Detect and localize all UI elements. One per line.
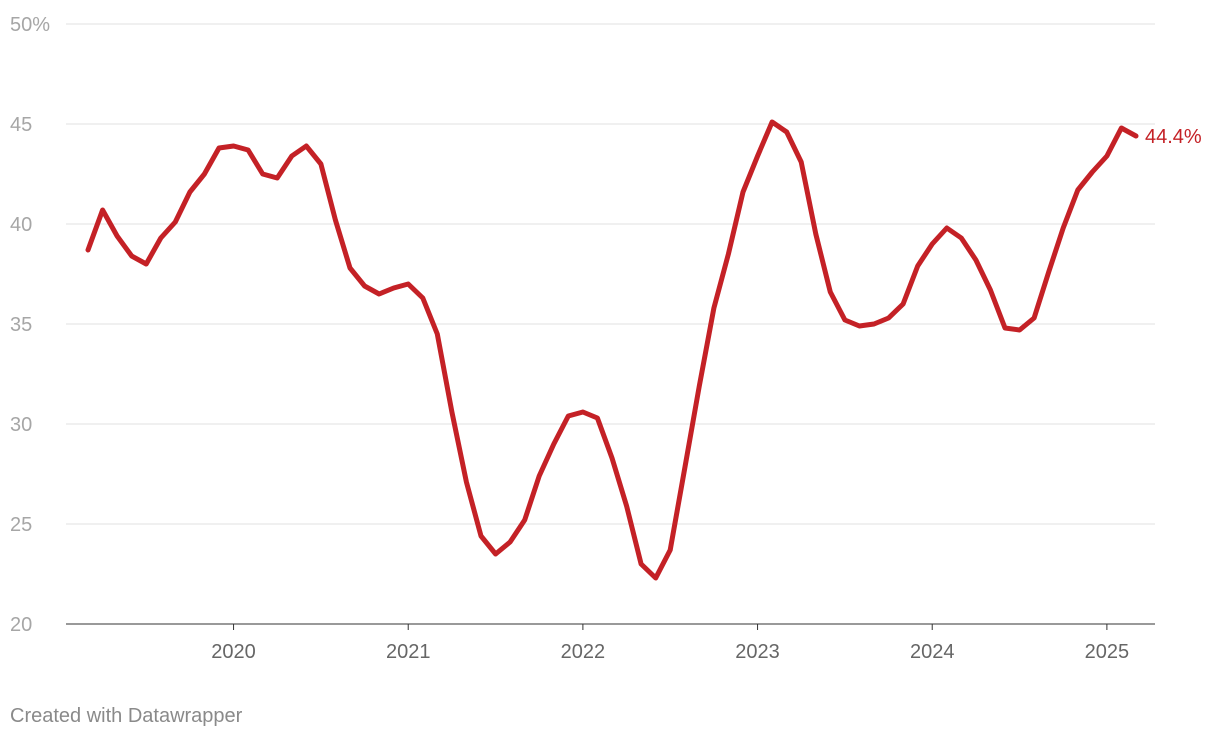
end-label-layer: 44.4% [1145, 126, 1202, 148]
x-axis-ticks: 2020 2021 2022 2023 2024 2025 [211, 624, 1129, 663]
series-line-layer [85, 119, 1139, 581]
x-tick-label: 2022 [561, 641, 606, 663]
series-line [85, 119, 1139, 581]
x-tick-label: 2021 [386, 641, 431, 663]
x-tick-label: 2020 [211, 641, 256, 663]
y-tick-label: 35 [10, 314, 32, 336]
y-tick-label: 30 [10, 414, 32, 436]
gridlines [66, 23, 1155, 625]
footer-credit: Created with Datawrapper [10, 705, 243, 727]
y-tick-label: 20 [10, 614, 32, 636]
x-tick-label: 2025 [1085, 641, 1130, 663]
x-tick-label: 2023 [735, 641, 780, 663]
x-tick-label: 2024 [910, 641, 955, 663]
y-tick-label: 40 [10, 214, 32, 236]
y-tick-label: 50% [10, 14, 50, 36]
end-value-label: 44.4% [1145, 126, 1202, 148]
y-tick-label: 25 [10, 514, 32, 536]
y-tick-label: 45 [10, 114, 32, 136]
y-axis-ticks: 20 25 30 35 40 45 50% [10, 14, 50, 636]
